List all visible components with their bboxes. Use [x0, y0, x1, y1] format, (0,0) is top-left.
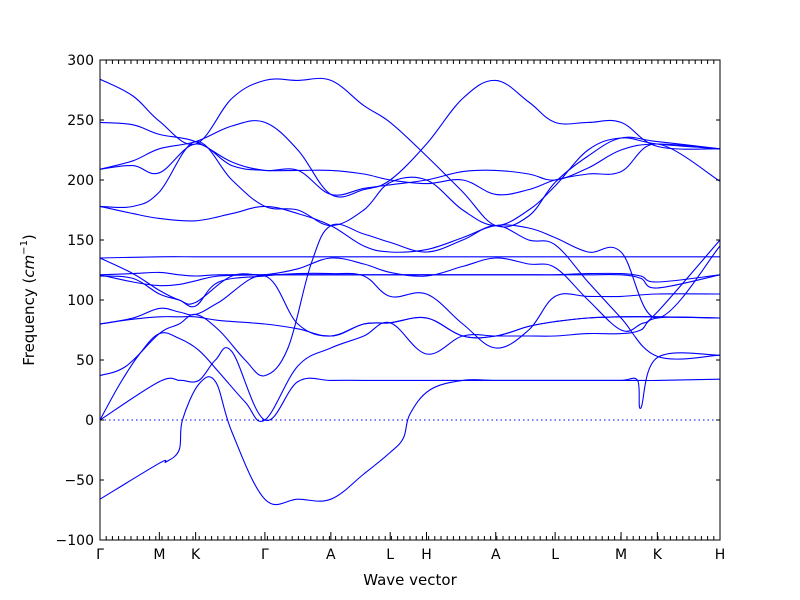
band-line-11 [100, 239, 720, 332]
plot-frame [99, 59, 721, 541]
y-tick-label: 300 [67, 53, 94, 69]
y-tick-label: 50 [76, 353, 94, 369]
y-tick-label: 250 [67, 113, 94, 129]
x-tick-label: L [551, 547, 559, 563]
y-tick-label: −100 [56, 533, 94, 549]
x-tick-label: L [386, 547, 394, 563]
band-line-6 [100, 275, 720, 339]
y-tick-label: 150 [67, 233, 94, 249]
y-axis-label-exponent: −1 [19, 240, 30, 255]
x-tick-label: H [421, 547, 432, 563]
x-tick-label: K [653, 547, 663, 563]
x-axis-label: Wave vector [363, 571, 457, 589]
x-tick-label: A [491, 547, 501, 563]
phonon-bands [100, 77, 720, 506]
band-line-10 [100, 256, 720, 259]
x-tick-label: M [153, 547, 165, 563]
x-tick-label: A [326, 547, 336, 563]
band-line-2 [100, 347, 720, 421]
y-axis-label-unit: cm [20, 255, 38, 278]
band-line-17 [100, 77, 720, 228]
x-tick-label: H [715, 547, 726, 563]
band-line-3 [100, 316, 720, 422]
band-line-9 [100, 271, 720, 283]
x-tick-label: Γ [261, 547, 269, 563]
y-axis-label: Frequency (cm−1) [19, 234, 38, 366]
band-line-12 [100, 205, 720, 319]
y-tick-label: 100 [67, 293, 94, 309]
x-tick-label: Γ [96, 547, 104, 563]
y-axis-label-text: Frequency [20, 288, 38, 366]
plot-area [100, 77, 720, 506]
y-tick-label: 0 [85, 413, 94, 429]
band-line-16 [100, 79, 720, 198]
x-tick-label: K [191, 547, 201, 563]
y-tick-label: −50 [64, 473, 94, 489]
x-tick-label: M [615, 547, 627, 563]
y-tick-label: 200 [67, 173, 94, 189]
